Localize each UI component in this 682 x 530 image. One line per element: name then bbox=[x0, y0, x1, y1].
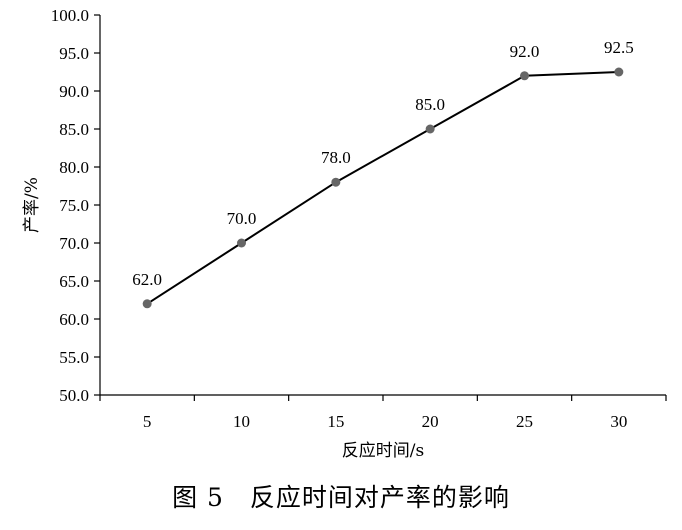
line-chart: 50.0 55.0 60.0 65.0 70.0 75.0 80.0 85.0 90.0 95.0… bbox=[22, 6, 667, 461]
data-point bbox=[614, 67, 624, 77]
series: 62.0 70.0 78.0 85.0 92.0 92.5 bbox=[132, 38, 634, 309]
y-tick-label: 90.0 bbox=[59, 82, 89, 101]
data-label: 62.0 bbox=[132, 270, 162, 289]
y-tick-label: 55.0 bbox=[59, 348, 89, 367]
y-tick-label: 80.0 bbox=[59, 158, 89, 177]
x-tick-label: 30 bbox=[610, 412, 627, 431]
y-tick-label: 75.0 bbox=[59, 196, 89, 215]
series-line bbox=[146, 71, 619, 305]
data-label: 85.0 bbox=[415, 95, 445, 114]
figure-caption: 图 5 反应时间对产率的影响 bbox=[172, 483, 510, 512]
x-tick-label: 15 bbox=[327, 412, 344, 431]
y-tick-label: 50.0 bbox=[59, 386, 89, 405]
x-ticks: 5 10 15 20 25 30 bbox=[99, 395, 667, 431]
y-tick-label: 85.0 bbox=[59, 120, 89, 139]
data-point bbox=[237, 238, 246, 248]
y-tick-label: 95.0 bbox=[59, 44, 89, 63]
data-label: 92.0 bbox=[510, 42, 540, 61]
data-point bbox=[142, 299, 152, 309]
data-label: 78.0 bbox=[321, 148, 351, 167]
x-tick-label: 20 bbox=[422, 412, 439, 431]
x-tick-label: 10 bbox=[233, 412, 250, 431]
data-label: 92.5 bbox=[604, 38, 634, 57]
y-tick-label: 100.0 bbox=[51, 6, 89, 25]
y-tick-label: 65.0 bbox=[59, 272, 89, 291]
y-axis-title: 产率/% bbox=[22, 177, 42, 233]
data-point bbox=[331, 177, 341, 187]
y-tick-label: 60.0 bbox=[59, 310, 89, 329]
data-point bbox=[425, 124, 435, 134]
x-tick-label: 25 bbox=[516, 412, 533, 431]
data-point bbox=[520, 71, 529, 81]
axes bbox=[99, 15, 666, 396]
x-tick-label: 5 bbox=[143, 412, 152, 431]
y-tick-label: 70.0 bbox=[59, 234, 89, 253]
data-label: 70.0 bbox=[227, 209, 257, 228]
x-axis-title: 反应时间/s bbox=[342, 441, 424, 461]
y-ticks: 50.0 55.0 60.0 65.0 70.0 75.0 80.0 85.0 90.0 95.0… bbox=[51, 6, 100, 405]
